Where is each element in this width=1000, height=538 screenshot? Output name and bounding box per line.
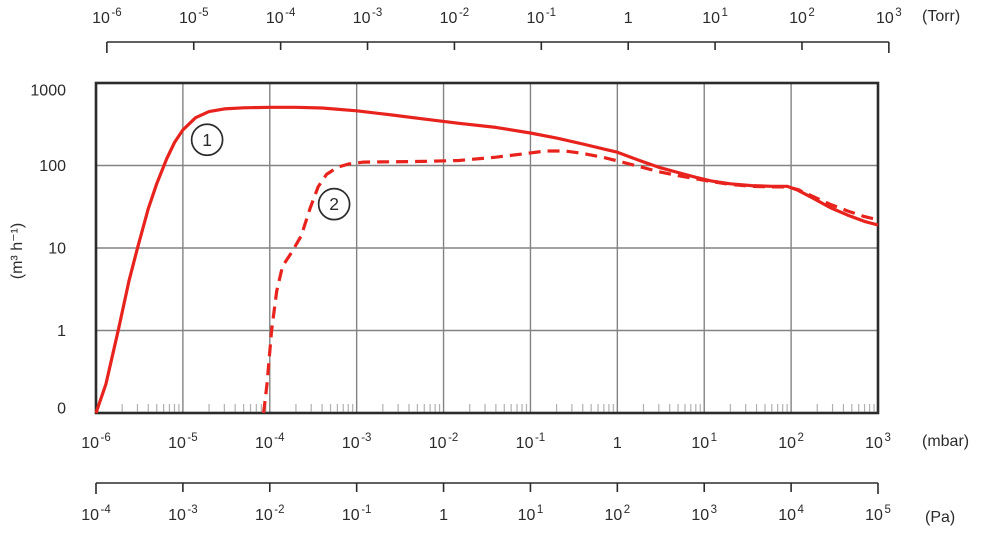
torr-tick-label: 10 -4	[266, 7, 296, 27]
y-tick-label: 1000	[30, 83, 66, 100]
pa-tick-label: 1	[439, 507, 448, 524]
plot-frame	[94, 81, 880, 415]
pa-tick-label: 10 -4	[81, 504, 111, 524]
pa-tick-label: 10 -3	[168, 504, 198, 524]
mbar-tick-label: 10 -5	[168, 432, 198, 452]
mbar-tick-label: 10 1	[691, 432, 717, 452]
pa-unit-label: (Pa)	[925, 509, 956, 526]
mbar-tick-label: 10 -2	[429, 432, 459, 452]
mbar-tick-label: 10 -6	[81, 432, 111, 452]
torr-tick-label: 1	[624, 10, 633, 27]
torr-tick-label: 10 3	[876, 7, 902, 27]
torr-tick-label: 10 -2	[440, 7, 470, 27]
mbar-unit-label: (mbar)	[922, 433, 970, 450]
torr-tick-label: 10 -3	[353, 7, 383, 27]
mbar-tick-label: 10 -4	[255, 432, 285, 452]
mbar-tick-label: 10 3	[865, 432, 891, 452]
pa-tick-label: 10 4	[778, 504, 804, 524]
mbar-tick-label: 1	[613, 435, 622, 452]
pa-tick-label: 10 5	[865, 504, 891, 524]
series-2-label-number: 2	[329, 194, 339, 214]
mbar-tick-label: 10 -1	[516, 432, 546, 452]
pa-tick-label: 10 -2	[255, 504, 285, 524]
mbar-tick-label: 10 -3	[342, 432, 372, 452]
series-2-curve	[262, 149, 879, 414]
torr-tick-label: 10 1	[702, 7, 728, 27]
pa-tick-label: 10 1	[518, 504, 544, 524]
pa-tick-label: 10 -1	[342, 504, 372, 524]
torr-tick-label: 10 -1	[527, 7, 557, 27]
y-tick-label: 0	[57, 401, 66, 418]
series-1-label-number: 1	[202, 130, 212, 150]
torr-tick-label: 10 -5	[179, 7, 209, 27]
y-tick-label: 1	[57, 323, 66, 340]
mbar-tick-label: 10 2	[778, 432, 804, 452]
pa-tick-label: 10 3	[691, 504, 717, 524]
torr-tick-label: 10 2	[789, 7, 815, 27]
series-1-label-circle	[190, 123, 224, 157]
torr-unit-label: (Torr)	[922, 8, 961, 25]
y-tick-label: 100	[39, 158, 66, 175]
pa-tick-label: 10 2	[604, 504, 630, 524]
y-axis-unit-label: (m³ h⁻¹)	[9, 222, 26, 280]
torr-tick-label: 10 -6	[92, 7, 122, 27]
y-tick-label: 10	[48, 241, 66, 258]
series-2-label-circle	[317, 187, 351, 221]
